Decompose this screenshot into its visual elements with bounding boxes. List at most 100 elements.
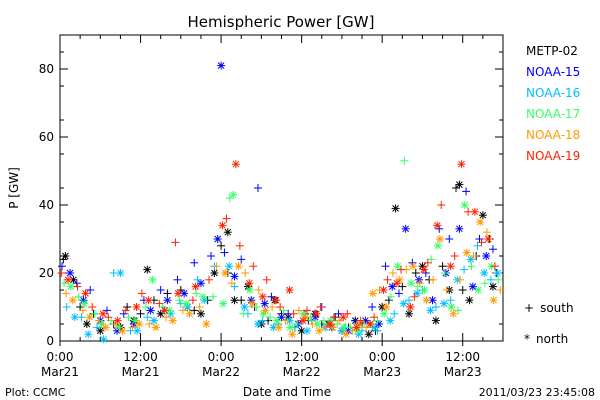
north-point bbox=[298, 316, 307, 325]
north-point bbox=[415, 275, 424, 284]
south-point bbox=[237, 296, 246, 305]
south-point bbox=[156, 286, 165, 294]
north-point bbox=[98, 309, 107, 318]
north-point bbox=[182, 299, 191, 308]
south-point bbox=[155, 299, 164, 308]
legend-series-label: NOAA-17 bbox=[526, 107, 580, 121]
south-point bbox=[235, 241, 244, 250]
south-point bbox=[496, 286, 505, 294]
legend-series-label: NOAA-18 bbox=[526, 128, 580, 142]
south-point bbox=[435, 224, 444, 233]
north-point bbox=[258, 292, 267, 301]
y-tick-label: 80 bbox=[39, 62, 54, 76]
north-point bbox=[476, 218, 485, 226]
south-point bbox=[121, 306, 130, 315]
legend-marker-text: north bbox=[536, 332, 568, 346]
north-point bbox=[474, 286, 483, 294]
north-point bbox=[277, 313, 286, 322]
north-point bbox=[315, 326, 324, 335]
north-point bbox=[297, 326, 306, 335]
south-point bbox=[241, 269, 250, 277]
north-point bbox=[200, 296, 209, 305]
north-point bbox=[489, 296, 498, 305]
north-point bbox=[113, 316, 122, 325]
south-point bbox=[249, 262, 258, 271]
north-point bbox=[465, 296, 474, 305]
north-point bbox=[185, 309, 194, 318]
south-point bbox=[473, 241, 482, 250]
south-point bbox=[262, 275, 271, 284]
south-point bbox=[109, 269, 118, 277]
north-point bbox=[285, 286, 294, 294]
south-point bbox=[486, 275, 495, 284]
north-point bbox=[493, 269, 502, 277]
north-point bbox=[219, 299, 228, 308]
north-point bbox=[409, 262, 418, 271]
south-point bbox=[188, 296, 197, 305]
chart-title: Hemispheric Power [GW] bbox=[188, 13, 375, 31]
north-point bbox=[303, 326, 312, 335]
south-point bbox=[222, 214, 231, 223]
south-point bbox=[77, 313, 86, 322]
legend-series-label: METP-02 bbox=[526, 44, 578, 58]
north-point bbox=[272, 316, 281, 325]
south-point bbox=[464, 207, 473, 216]
south-point bbox=[73, 282, 82, 291]
x-tick-time-label: 12:00 bbox=[445, 350, 480, 364]
footer-source: Plot: CCMC bbox=[5, 386, 66, 399]
north-point bbox=[221, 269, 230, 277]
north-point bbox=[196, 309, 205, 318]
north-point bbox=[374, 320, 383, 328]
north-point bbox=[352, 323, 361, 332]
south-point bbox=[78, 306, 87, 315]
north-point bbox=[379, 286, 388, 294]
north-point bbox=[231, 160, 240, 169]
south-point bbox=[373, 316, 382, 325]
south-point bbox=[59, 255, 68, 264]
north-point bbox=[85, 313, 94, 322]
south-point bbox=[405, 296, 414, 305]
south-point bbox=[413, 282, 422, 291]
south-point bbox=[440, 269, 449, 277]
south-point bbox=[450, 252, 459, 260]
north-point bbox=[218, 221, 227, 230]
north-point bbox=[269, 323, 278, 332]
north-point bbox=[230, 296, 239, 305]
south-point bbox=[92, 323, 101, 332]
north-point bbox=[64, 275, 73, 284]
plot-frame bbox=[59, 34, 504, 342]
south-point bbox=[268, 303, 277, 311]
south-point bbox=[217, 241, 226, 250]
south-point bbox=[163, 289, 172, 298]
x-tick-date-label: Mar23 bbox=[444, 365, 482, 379]
south-point bbox=[316, 303, 325, 311]
south-point bbox=[488, 245, 497, 254]
south-point bbox=[334, 309, 343, 318]
south-point bbox=[267, 292, 276, 301]
legend-marker-label: * north bbox=[524, 332, 568, 346]
north-point bbox=[419, 265, 428, 274]
south-point bbox=[411, 269, 420, 277]
north-point bbox=[116, 269, 125, 277]
north-point bbox=[210, 269, 219, 277]
south-point bbox=[469, 252, 478, 260]
x-tick-time-label: 0:00 bbox=[369, 350, 396, 364]
north-point bbox=[81, 289, 90, 298]
south-point bbox=[124, 313, 133, 322]
north-point bbox=[382, 303, 391, 311]
north-point bbox=[272, 296, 281, 305]
north-point bbox=[82, 320, 91, 328]
south-point bbox=[173, 275, 182, 284]
north-point bbox=[405, 309, 414, 318]
north-point bbox=[478, 211, 487, 220]
north-point bbox=[118, 326, 127, 335]
south-point bbox=[237, 255, 246, 264]
south-point bbox=[292, 320, 301, 328]
y-tick-label: 60 bbox=[39, 130, 54, 144]
south-point bbox=[381, 262, 390, 271]
south-point bbox=[212, 262, 221, 271]
north-point bbox=[133, 326, 142, 335]
south-point bbox=[252, 303, 261, 311]
north-point bbox=[391, 204, 400, 213]
north-point bbox=[66, 269, 75, 277]
